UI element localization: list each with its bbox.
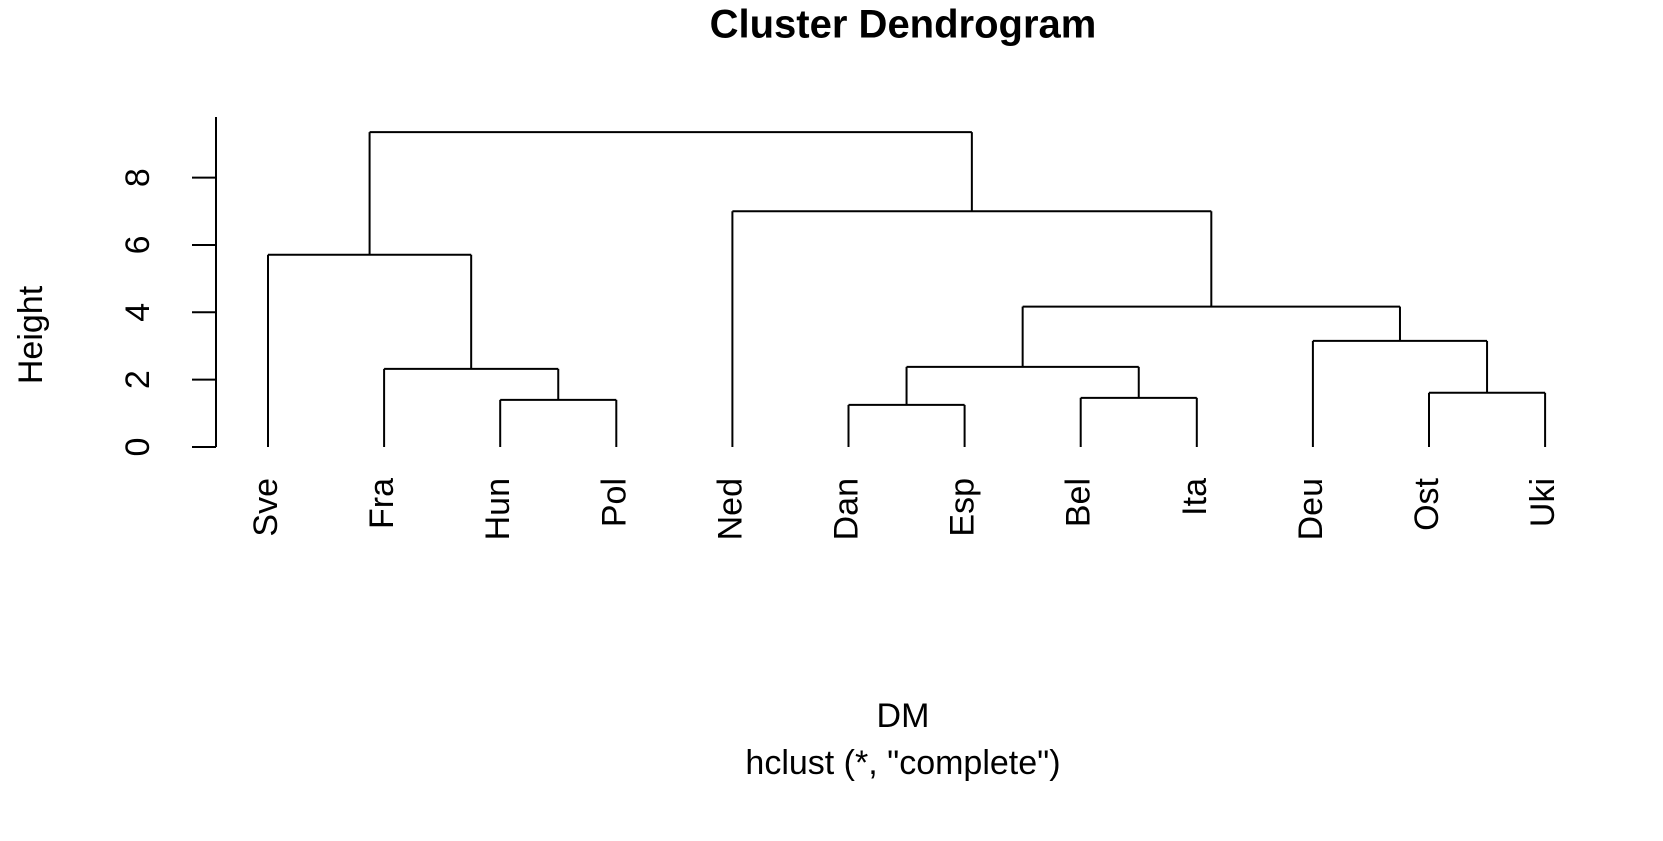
leaf-label: Sve bbox=[247, 478, 285, 537]
leaf-label: Uki bbox=[1524, 478, 1562, 527]
leaf-label: Dan bbox=[827, 478, 865, 540]
leaf-label: Ost bbox=[1408, 477, 1446, 530]
y-tick-label: 2 bbox=[119, 370, 157, 389]
leaf-label: Ned bbox=[711, 478, 749, 540]
x-axis-label: DM bbox=[877, 697, 930, 735]
y-tick-label: 4 bbox=[119, 303, 157, 322]
chart-title: Cluster Dendrogram bbox=[710, 3, 1097, 47]
y-tick-label: 6 bbox=[119, 235, 157, 254]
y-tick-label: 8 bbox=[119, 168, 157, 187]
subtitle: hclust (*, "complete") bbox=[745, 744, 1060, 782]
leaf-label: Pol bbox=[595, 478, 633, 527]
leaf-label: Ita bbox=[1176, 478, 1214, 516]
leaf-label: Fra bbox=[363, 478, 401, 529]
leaf-label: Hun bbox=[479, 478, 517, 540]
leaf-label: Bel bbox=[1060, 478, 1098, 527]
y-axis-label: Height bbox=[12, 285, 50, 384]
leaf-label: Deu bbox=[1292, 478, 1330, 540]
y-tick-label: 0 bbox=[119, 438, 157, 457]
leaf-label: Esp bbox=[944, 478, 982, 537]
